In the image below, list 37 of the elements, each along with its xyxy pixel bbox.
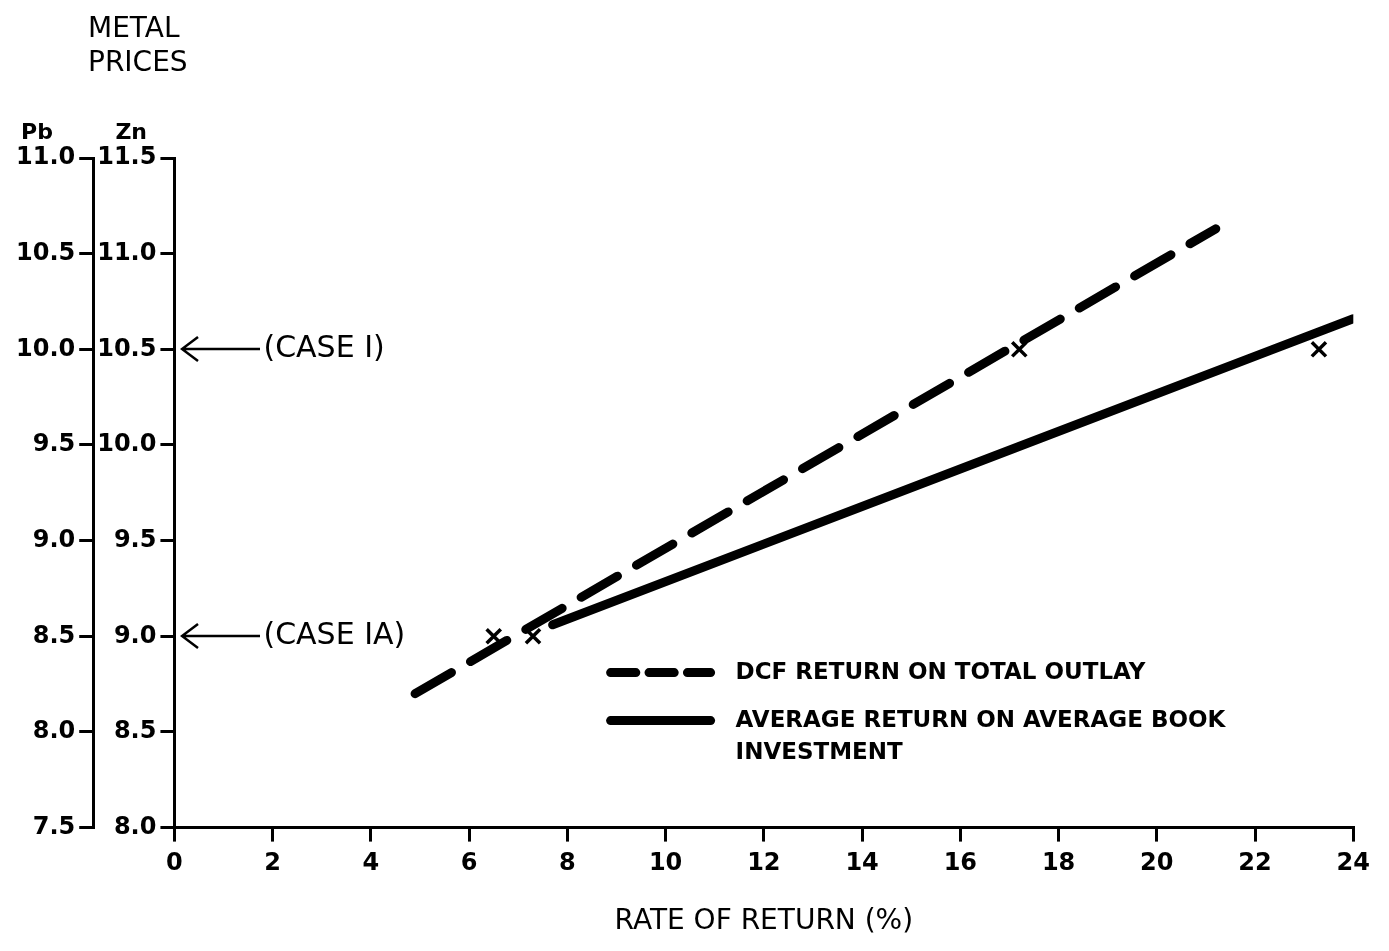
y-axis-title: Pb: [21, 118, 53, 144]
y-tick-label: 9.0: [32, 524, 76, 553]
y2-tick-label: 9.5: [113, 524, 157, 553]
x-tick-label: 18: [1041, 848, 1076, 877]
x-tick-label: 4: [362, 848, 380, 877]
y2-axis-title: Zn: [115, 118, 148, 144]
x-tick-label: 20: [1140, 848, 1174, 877]
y2-tick-label: 10.0: [97, 429, 157, 458]
x-tick-label: 16: [943, 848, 978, 877]
y-tick-label: 10.0: [16, 333, 76, 362]
x-tick-label: 14: [845, 848, 879, 877]
x-tick-label: 6: [460, 848, 478, 877]
y2-tick-label: 10.5: [97, 333, 157, 362]
y-tick-label: 11.0: [16, 142, 76, 171]
y2-tick-label: 8.0: [113, 811, 157, 840]
y-tick-label: 8.0: [32, 716, 76, 745]
y2-tick-label: 9.0: [113, 620, 157, 649]
x-tick-label: 24: [1336, 848, 1370, 877]
y-tick-label: 10.5: [16, 237, 76, 266]
ref-line-label: (CASE IA): [263, 616, 406, 652]
x-tick-label: 10: [648, 848, 683, 877]
chart-title: METAL PRICES: [88, 11, 188, 79]
y-tick-label: 8.5: [32, 620, 76, 649]
x-axis-title: RATE OF RETURN (%): [614, 903, 914, 937]
x-tick-label: 22: [1238, 848, 1272, 877]
y-tick-label: 7.5: [32, 811, 76, 840]
y2-tick-label: 11.5: [97, 142, 157, 171]
x-tick-label: 8: [559, 848, 576, 877]
x-tick-label: 12: [747, 848, 781, 877]
y2-tick-label: 8.5: [113, 716, 157, 745]
legend-label: AVERAGE RETURN ON AVERAGE BOOK INVESTMENT: [735, 705, 1227, 764]
y2-tick-label: 11.0: [97, 237, 157, 266]
legend-label: DCF RETURN ON TOTAL OUTLAY: [735, 657, 1146, 684]
ref-line-label: (CASE I): [263, 329, 385, 365]
y-tick-label: 9.5: [32, 429, 76, 458]
x-tick-label: 2: [264, 848, 282, 877]
x-tick-label: 0: [166, 848, 183, 877]
